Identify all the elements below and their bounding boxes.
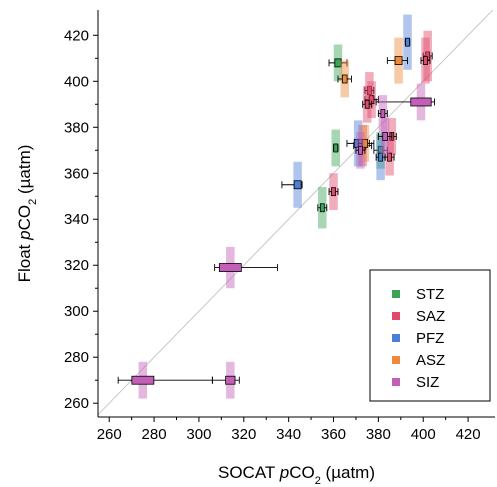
data-marker <box>366 86 372 95</box>
data-point-stz <box>317 187 328 229</box>
y-tick-label: 260 <box>64 395 89 412</box>
x-tick-label: 380 <box>366 426 391 443</box>
data-marker <box>423 56 428 65</box>
x-tick-label: 360 <box>321 426 346 443</box>
data-marker <box>405 37 410 47</box>
legend-label: STZ <box>416 286 444 303</box>
legend-item-saz: SAZ <box>392 308 445 325</box>
data-point-pfz <box>375 134 386 181</box>
legend-swatch <box>392 290 400 298</box>
x-axis-title: SOCAT pCO2 (µatm) <box>218 463 375 487</box>
data-marker <box>364 99 370 109</box>
y-tick-label: 380 <box>64 119 89 136</box>
y-axis-title: Float pCO2 (µatm) <box>15 145 39 283</box>
legend-label: SAZ <box>416 308 445 325</box>
data-point-pfz <box>403 14 412 70</box>
series-siz <box>117 83 435 399</box>
y-tick-label: 420 <box>64 27 89 44</box>
legend-swatch <box>392 378 400 386</box>
series-asz <box>337 37 408 162</box>
data-point-stz <box>331 129 341 167</box>
data-marker <box>331 187 336 197</box>
data-marker <box>293 180 302 190</box>
y-tick-label: 400 <box>64 73 89 90</box>
y-tick-label: 280 <box>64 349 89 366</box>
series-stz <box>317 44 388 229</box>
data-marker <box>334 58 342 68</box>
data-point-saz <box>328 173 339 211</box>
x-tick-label: 280 <box>142 426 167 443</box>
data-marker <box>358 145 363 155</box>
data-marker <box>410 97 432 107</box>
data-marker <box>387 152 392 162</box>
data-marker <box>394 56 403 65</box>
x-tick-label: 400 <box>411 426 436 443</box>
legend-item-asz: ASZ <box>392 352 445 369</box>
data-point-siz <box>214 246 278 289</box>
legend-swatch <box>392 334 400 342</box>
data-marker <box>382 132 388 141</box>
data-point-stz <box>328 44 348 82</box>
x-tick-label: 420 <box>456 426 481 443</box>
data-point-siz <box>117 361 213 399</box>
data-point-asz <box>337 60 352 98</box>
data-point-pfz <box>281 161 303 208</box>
data-marker <box>333 143 339 153</box>
legend-box <box>369 269 491 402</box>
data-point-saz <box>364 72 375 109</box>
x-tick-label: 300 <box>186 426 211 443</box>
series-pfz <box>281 14 412 208</box>
data-marker <box>218 263 242 272</box>
legend-label: SIZ <box>416 374 439 391</box>
data-marker <box>225 375 236 385</box>
data-point-saz <box>420 37 431 84</box>
data-marker <box>319 203 325 213</box>
data-point-siz <box>377 118 393 155</box>
y-tick-label: 360 <box>64 165 89 182</box>
data-point-saz <box>362 85 373 123</box>
y-tick-label: 300 <box>64 303 89 320</box>
legend-item-pfz: PFZ <box>392 330 444 347</box>
y-tick-label: 340 <box>64 211 89 228</box>
data-point-siz <box>355 131 366 169</box>
x-tick-label: 320 <box>231 426 256 443</box>
x-tick-label: 340 <box>276 426 301 443</box>
legend-item-siz: SIZ <box>392 374 439 391</box>
y-tick-label: 320 <box>64 257 89 274</box>
legend-swatch <box>392 356 400 364</box>
one-to-one-line <box>97 9 494 416</box>
data-point-stz <box>373 131 388 169</box>
data-point-siz <box>377 95 388 132</box>
data-marker <box>341 74 348 84</box>
data-point-asz <box>386 37 408 84</box>
data-marker <box>378 152 384 162</box>
data-marker <box>131 375 155 385</box>
legend-item-stz: STZ <box>392 286 444 303</box>
x-tick-label: 260 <box>97 426 122 443</box>
legend-label: PFZ <box>416 330 444 347</box>
data-point-siz <box>375 83 435 121</box>
data-marker <box>380 109 386 118</box>
legend-swatch <box>392 312 400 320</box>
legend-label: ASZ <box>416 352 445 369</box>
data-point-siz <box>211 361 240 399</box>
